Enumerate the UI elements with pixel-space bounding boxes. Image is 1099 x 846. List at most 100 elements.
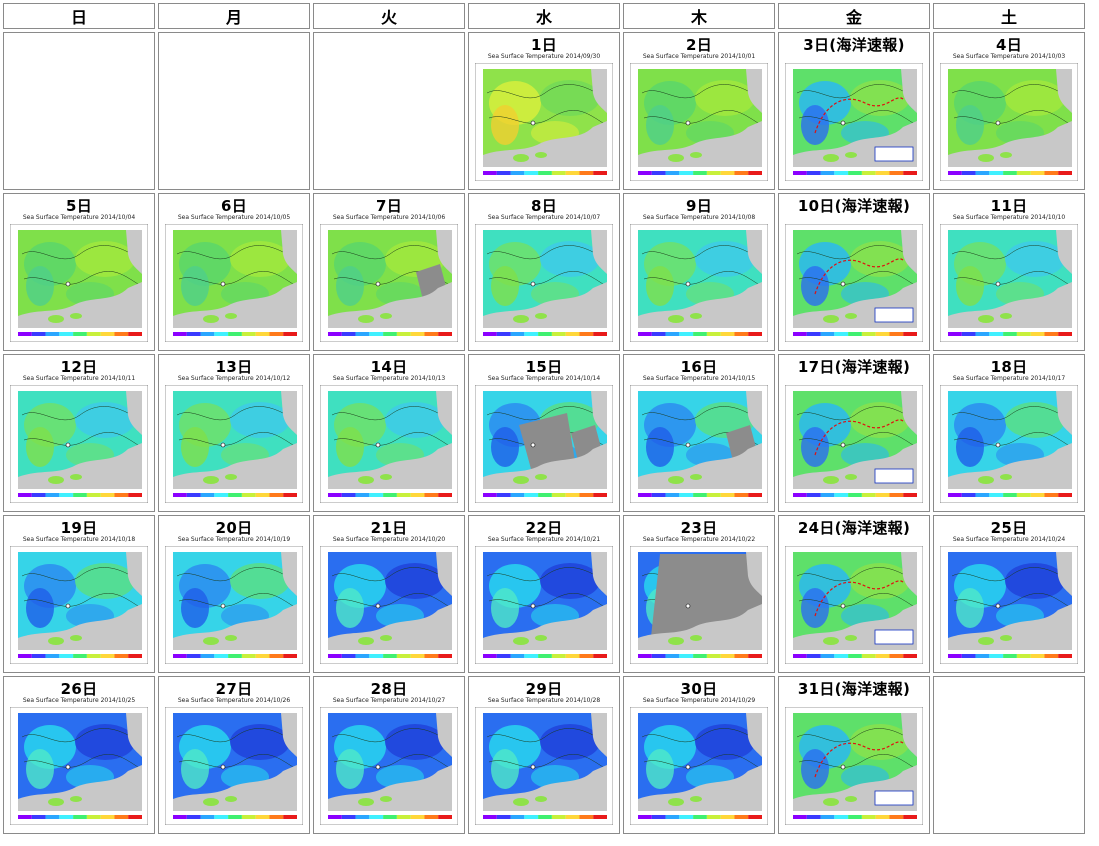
sea-surface-temperature-map[interactable] [475,707,613,825]
day-cell: 9日 Sea Surface Temperature 2014/10/08 [623,193,775,351]
legend-swatch [483,815,497,819]
sea-surface-temperature-map[interactable] [630,224,768,342]
calendar-week-row: 5日 Sea Surface Temperature 2014/10/04 6日 Se… [3,193,1085,351]
map-title: Sea Surface Temperature 2014/10/27 [332,697,446,704]
weekday-header-row: 日 月 火 水 木 金 土 [3,3,1085,29]
legend-swatch [551,171,566,175]
sea-surface-temperature-map[interactable] [320,546,458,664]
day-label: 2日 [685,36,713,54]
contour-line [641,406,759,421]
legend-swatch [424,815,439,819]
day-cell: 25日 Sea Surface Temperature 2014/10/24 [933,515,1085,673]
legend-swatch [31,493,46,497]
sea-surface-temperature-map[interactable] [940,546,1078,664]
legend-swatch [1003,332,1017,336]
sea-surface-temperature-map[interactable] [165,707,303,825]
legend-swatch [975,332,990,336]
legend-swatch [593,815,607,819]
legend-swatch [45,493,60,497]
legend-swatch [73,493,87,497]
sea-surface-temperature-map[interactable] [785,385,923,503]
sea-surface-temperature-map[interactable] [10,546,148,664]
sea-surface-temperature-map[interactable] [10,385,148,503]
island [225,313,237,319]
contour-line [176,567,294,582]
island [358,798,374,806]
day-label: 4日 [995,36,1023,54]
legend-swatch [45,815,60,819]
legend-swatch [214,815,229,819]
sea-surface-temperature-map[interactable] [630,63,768,181]
legend-swatch [424,654,439,658]
map-title: Sea Surface Temperature 2014/10/06 [332,214,446,221]
sea-surface-temperature-map[interactable] [475,385,613,503]
contour-line [333,593,449,607]
day-cell: 30日 Sea Surface Temperature 2014/10/29 [623,676,775,834]
island [513,798,529,806]
legend-swatch [720,815,735,819]
legend-swatch [593,493,607,497]
island [70,635,82,641]
legend-swatch [806,171,821,175]
legend-swatch [438,654,452,658]
temperature-region [336,266,364,306]
sea-surface-temperature-map[interactable] [630,385,768,503]
buoy-marker [65,603,71,609]
day-label: 11日 [990,197,1028,215]
contour-line [643,271,759,285]
legend-swatch [679,654,694,658]
contour-line [486,567,604,582]
legend-swatch [638,815,652,819]
sea-surface-temperature-map[interactable] [630,546,768,664]
day-label: 14日 [370,358,408,376]
legend-swatch [579,815,594,819]
map-title: Sea Surface Temperature 2014/10/26 [177,697,291,704]
sea-surface-temperature-map[interactable] [10,224,148,342]
sea-surface-temperature-map[interactable] [165,546,303,664]
legend-swatch [720,171,735,175]
legend-swatch [679,332,694,336]
sea-surface-temperature-map[interactable] [10,707,148,825]
legend-swatch [228,815,242,819]
legend-swatch [128,493,142,497]
sea-surface-temperature-map[interactable] [785,707,923,825]
sea-surface-temperature-map[interactable] [165,385,303,503]
day-label: 10日(海洋速報) [797,197,911,215]
weekday-fri: 金 [778,3,930,29]
land-mass [281,230,297,274]
sea-surface-temperature-map[interactable] [785,224,923,342]
temperature-region [385,563,445,599]
legend-swatch [100,493,115,497]
legend-swatch [793,654,807,658]
sea-surface-temperature-map[interactable] [785,63,923,181]
sea-surface-temperature-map[interactable] [475,546,613,664]
buoy-marker [530,764,536,770]
sea-surface-temperature-map[interactable] [475,224,613,342]
contour-line [798,593,914,607]
land-mass [483,121,607,167]
sea-surface-temperature-map[interactable] [630,707,768,825]
temperature-region [491,588,519,628]
legend-swatch [793,493,807,497]
sea-surface-temperature-map[interactable] [940,63,1078,181]
sea-surface-temperature-map[interactable] [320,707,458,825]
legend-swatch [693,493,707,497]
legend-swatch [524,815,539,819]
island [203,798,219,806]
day-cell: 14日 Sea Surface Temperature 2014/10/13 [313,354,465,512]
sea-surface-temperature-map[interactable] [475,63,613,181]
sea-surface-temperature-map[interactable] [165,224,303,342]
legend-swatch [706,332,721,336]
sea-surface-temperature-map[interactable] [940,224,1078,342]
land-mass [483,282,607,328]
sea-surface-temperature-map[interactable] [320,385,458,503]
legend-swatch [706,171,721,175]
sea-surface-temperature-map[interactable] [785,546,923,664]
sea-surface-temperature-map[interactable] [320,224,458,342]
buoy-marker [220,442,226,448]
temperature-region [956,105,984,145]
land-mass [638,443,762,489]
sea-surface-temperature-map[interactable] [940,385,1078,503]
legend-swatch [355,815,370,819]
day-label: 24日(海洋速報) [797,519,911,537]
